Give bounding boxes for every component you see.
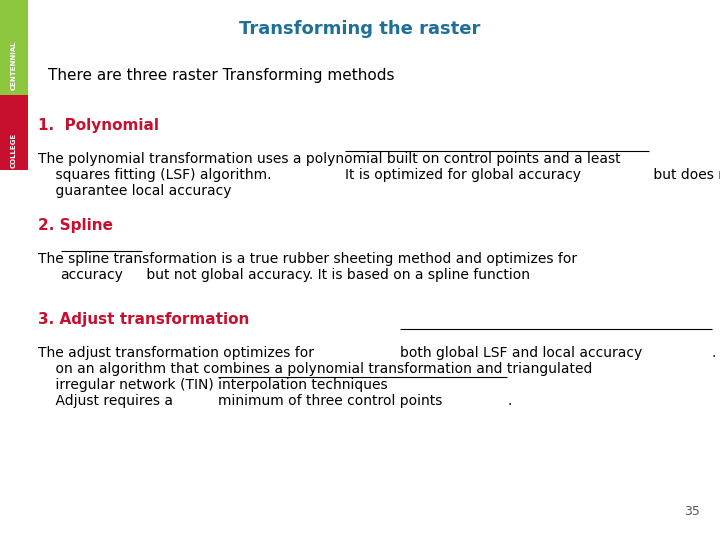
Text: guarantee local accuracy: guarantee local accuracy bbox=[38, 184, 232, 198]
Text: on an algorithm that combines a polynomial transformation and triangulated: on an algorithm that combines a polynomi… bbox=[38, 362, 593, 376]
Text: squares fitting (LSF) algorithm.: squares fitting (LSF) algorithm. bbox=[38, 168, 276, 182]
Bar bbox=[0, 0, 28, 95]
Text: but not global accuracy. It is based on a spline function: but not global accuracy. It is based on … bbox=[142, 268, 530, 282]
Text: 1.  Polynomial: 1. Polynomial bbox=[38, 118, 159, 133]
Bar bbox=[0, 95, 28, 170]
Text: accuracy: accuracy bbox=[60, 268, 123, 282]
Text: both global LSF and local accuracy: both global LSF and local accuracy bbox=[400, 346, 642, 360]
Text: .: . bbox=[508, 394, 512, 408]
Text: The adjust transformation optimizes for: The adjust transformation optimizes for bbox=[38, 346, 318, 360]
Text: 3. Adjust transformation: 3. Adjust transformation bbox=[38, 312, 249, 327]
Text: 2. Spline: 2. Spline bbox=[38, 218, 113, 233]
Text: Transforming the raster: Transforming the raster bbox=[239, 20, 481, 38]
Text: Adjust requires a: Adjust requires a bbox=[38, 394, 177, 408]
Text: The spline transformation is a true rubber sheeting method and optimizes for: The spline transformation is a true rubb… bbox=[38, 252, 582, 266]
Text: It is optimized for global accuracy: It is optimized for global accuracy bbox=[345, 168, 581, 182]
Text: . It is built: . It is built bbox=[712, 346, 720, 360]
Text: but does not: but does not bbox=[649, 168, 720, 182]
Text: 35: 35 bbox=[684, 505, 700, 518]
Text: irregular network (TIN) interpolation techniques: irregular network (TIN) interpolation te… bbox=[38, 378, 387, 392]
Text: There are three raster Transforming methods: There are three raster Transforming meth… bbox=[48, 68, 395, 83]
Text: CENTENNIAL: CENTENNIAL bbox=[11, 40, 17, 90]
Text: The polynomial transformation uses a polynomial built on control points and a le: The polynomial transformation uses a pol… bbox=[38, 152, 621, 166]
Text: COLLEGE: COLLEGE bbox=[11, 133, 17, 168]
Text: minimum of three control points: minimum of three control points bbox=[218, 394, 442, 408]
